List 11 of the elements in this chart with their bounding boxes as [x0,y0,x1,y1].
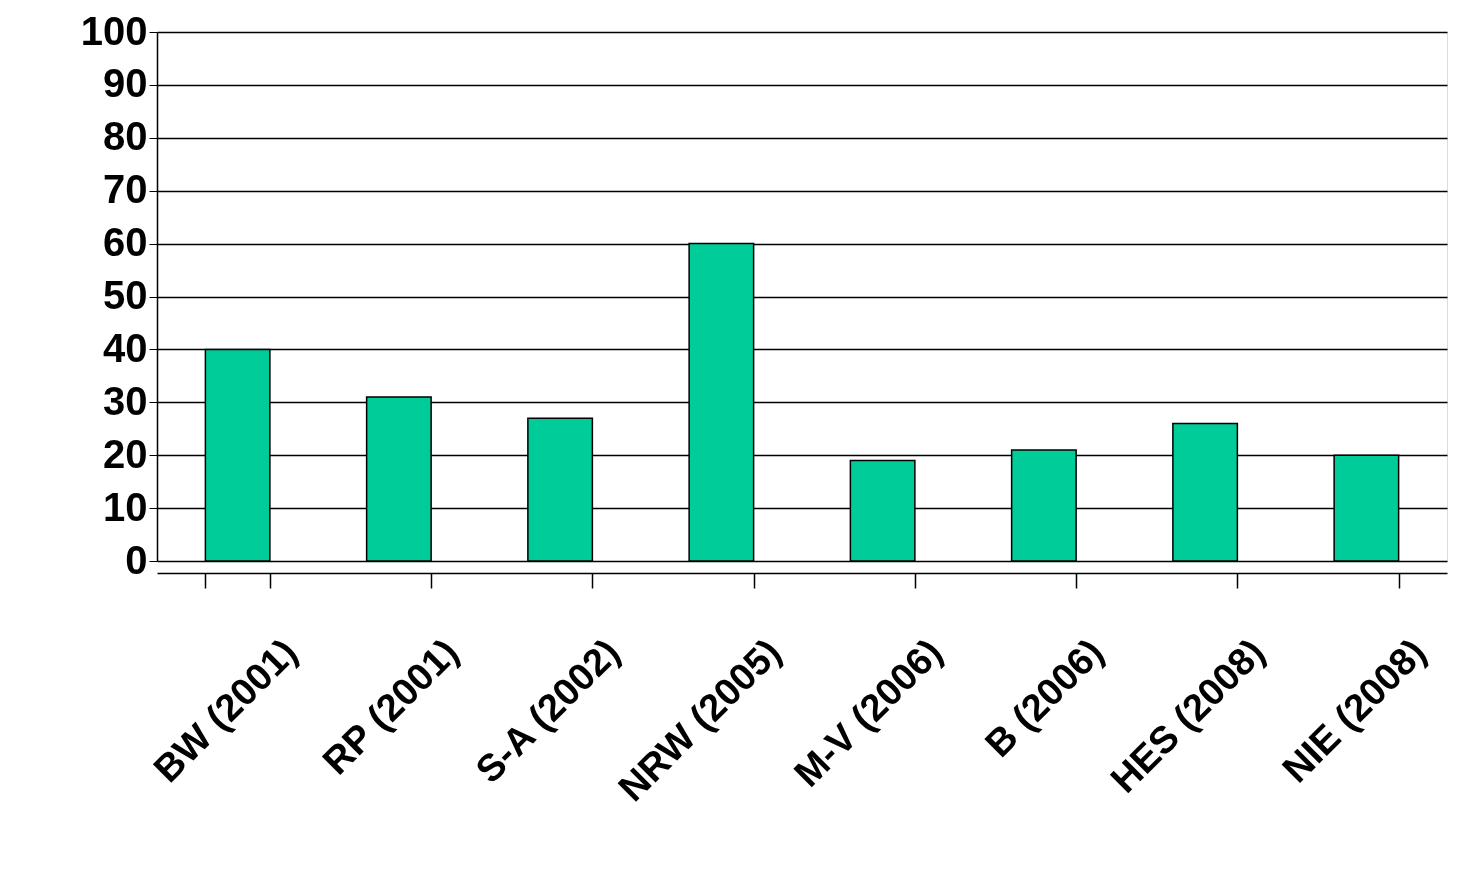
y-tick-label: 80 [103,114,148,159]
y-tick-label: 10 [103,484,148,529]
y-tick-label: 0 [125,537,148,582]
y-tick-label: 100 [80,8,148,53]
y-tick-label: 60 [103,220,148,265]
y-tick-label: 90 [103,61,148,106]
y-tick-label: 50 [103,273,148,317]
y-tick-label: 70 [103,167,148,212]
y-tick-label: 40 [103,325,148,370]
y-tick-label: 20 [103,431,148,476]
y-tick-label: 30 [103,378,148,423]
